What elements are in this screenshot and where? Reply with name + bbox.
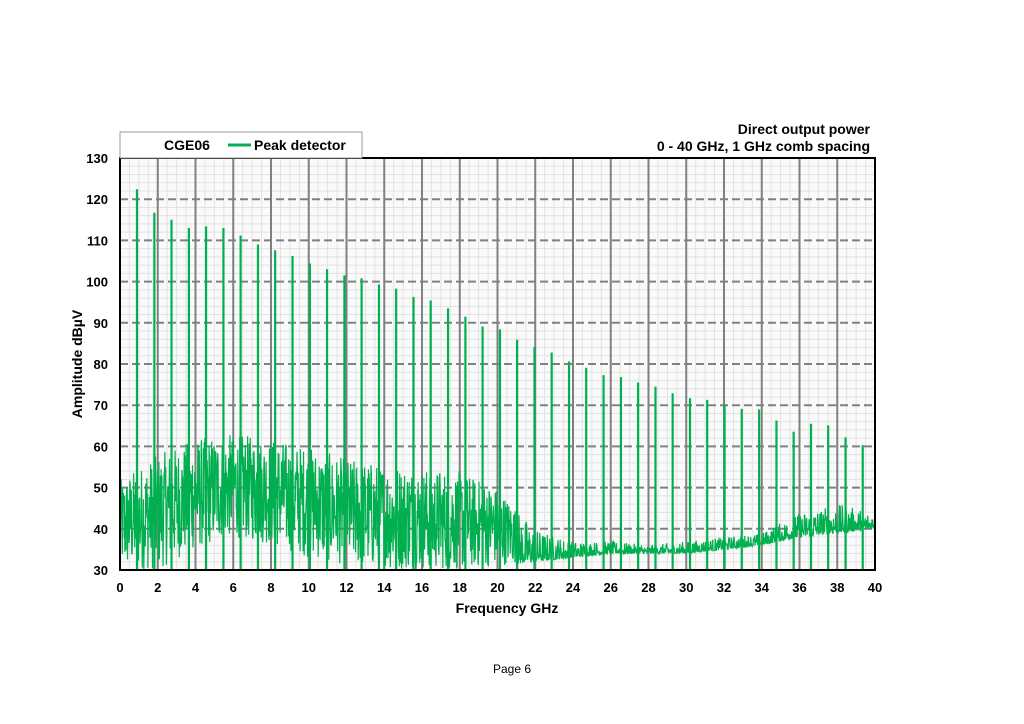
x-tick-label: 22 <box>528 580 542 595</box>
x-tick-label: 10 <box>302 580 316 595</box>
x-tick-label: 8 <box>267 580 274 595</box>
x-tick-label: 14 <box>377 580 392 595</box>
x-tick-label: 16 <box>415 580 429 595</box>
x-tick-label: 36 <box>792 580 806 595</box>
x-axis-title: Frequency GHz <box>456 600 559 616</box>
x-tick-label: 38 <box>830 580 844 595</box>
y-tick-label: 120 <box>86 192 108 207</box>
x-tick-label: 6 <box>230 580 237 595</box>
x-tick-label: 4 <box>192 580 200 595</box>
chart-title-line2: 0 - 40 GHz, 1 GHz comb spacing <box>657 138 870 154</box>
legend-device: CGE06 <box>164 137 210 153</box>
page-number: Page 6 <box>492 662 532 676</box>
x-tick-label: 18 <box>453 580 467 595</box>
x-tick-label: 12 <box>339 580 353 595</box>
y-tick-label: 110 <box>87 233 108 248</box>
x-tick-label: 24 <box>566 580 581 595</box>
y-axis-title: Amplitude dBµV <box>69 309 85 418</box>
y-tick-label: 60 <box>94 439 108 454</box>
y-tick-label: 130 <box>86 151 108 166</box>
x-tick-label: 26 <box>604 580 618 595</box>
y-tick-label: 30 <box>94 563 108 578</box>
x-tick-label: 20 <box>490 580 504 595</box>
legend: CGE06 Peak detector <box>119 131 363 159</box>
chart-title-line1: Direct output power <box>738 121 871 137</box>
x-tick-labels: 0 2 4 6 8 10 12 14 16 18 20 22 24 26 28 30 32 34 36 38 40 <box>116 580 882 595</box>
x-tick-label: 28 <box>641 580 655 595</box>
x-tick-label: 32 <box>717 580 731 595</box>
x-tick-label: 0 <box>116 580 123 595</box>
y-tick-label: 80 <box>94 357 108 372</box>
plot-border <box>119 157 876 571</box>
y-tick-label: 40 <box>94 522 108 537</box>
comb-peaks <box>135 189 864 570</box>
y-tick-labels: 30 40 50 60 70 80 90 100 110 120 130 <box>86 151 108 578</box>
y-tick-label: 50 <box>94 481 108 496</box>
x-tick-label: 2 <box>154 580 161 595</box>
x-tick-label: 40 <box>868 580 882 595</box>
y-tick-label: 90 <box>94 316 108 331</box>
x-tick-label: 34 <box>755 580 770 595</box>
noise-trace <box>119 435 876 571</box>
x-tick-label: 30 <box>679 580 693 595</box>
y-tick-label: 100 <box>86 275 108 290</box>
noise-floor-trace <box>119 435 876 571</box>
y-tick-label: 70 <box>94 398 108 413</box>
legend-series-name: Peak detector <box>254 137 346 153</box>
